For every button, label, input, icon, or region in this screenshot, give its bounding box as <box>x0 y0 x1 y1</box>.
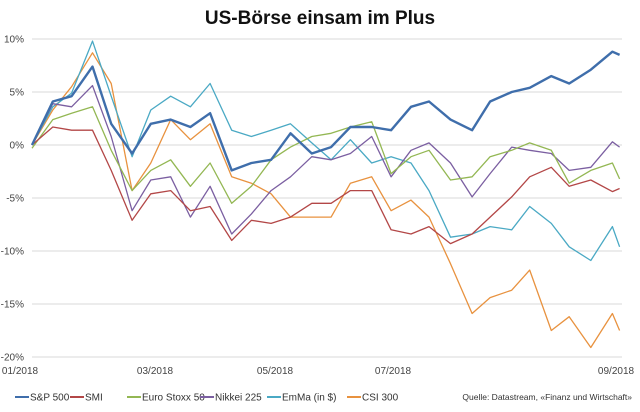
series-line-nikkei-225 <box>31 84 620 235</box>
legend-item: CSI 300 <box>347 393 399 404</box>
series-line-euro-stoxx-50 <box>31 106 621 204</box>
legend-label: Euro Stoxx 50 <box>142 393 205 404</box>
series-line-smi <box>31 126 620 245</box>
legend-item: Nikkei 225 <box>200 393 262 404</box>
series-line-csi-300 <box>31 52 621 349</box>
x-tick-label: 01/2018 <box>2 366 39 377</box>
legend-label: EmMa (in $) <box>282 393 336 404</box>
source-note: Quelle: Datastream, «Finanz und Wirtscha… <box>462 392 632 402</box>
legend: S&P 500 SMI Euro Stoxx 50 Nikkei 225 EmMa (i… <box>15 393 399 404</box>
y-tick-label: -5% <box>6 194 24 205</box>
x-axis-ticks: 01/2018 03/2018 05/2018 07/2018 09/2018 <box>2 366 635 377</box>
series-lines <box>30 40 621 349</box>
y-tick-label: 0% <box>10 141 25 152</box>
y-tick-label: 5% <box>10 88 25 99</box>
legend-item: EmMa (in $) <box>267 393 336 404</box>
legend-label: Nikkei 225 <box>215 393 262 404</box>
legend-label: SMI <box>85 393 103 404</box>
x-tick-label: 03/2018 <box>137 366 174 377</box>
y-tick-label: -10% <box>1 247 24 258</box>
y-axis-ticks: 10% 5% 0% -5% -10% -15% -20% <box>1 35 24 364</box>
series-line-s-p-500 <box>30 50 621 172</box>
x-tick-label: 05/2018 <box>257 366 294 377</box>
legend-item: Euro Stoxx 50 <box>127 393 205 404</box>
legend-item: SMI <box>70 393 103 404</box>
legend-label: CSI 300 <box>362 393 399 404</box>
x-tick-label: 07/2018 <box>375 366 412 377</box>
chart-title: US-Börse einsam im Plus <box>205 8 435 29</box>
y-tick-label: -20% <box>1 353 24 364</box>
y-tick-label: -15% <box>1 300 24 311</box>
y-tick-label: 10% <box>4 35 24 46</box>
legend-label: S&P 500 <box>30 393 70 404</box>
gridlines <box>32 38 622 358</box>
legend-item: S&P 500 <box>15 393 70 404</box>
x-tick-label: 09/2018 <box>598 366 635 377</box>
